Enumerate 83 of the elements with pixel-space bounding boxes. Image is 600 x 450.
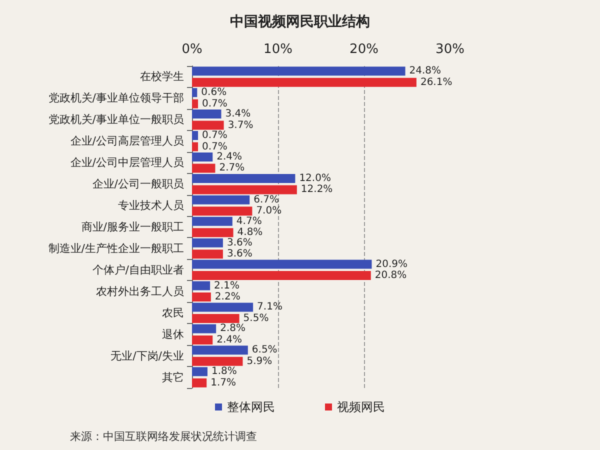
y-tick-label: 企业/公司一般职员: [92, 178, 184, 191]
data-label: 2.2%: [214, 292, 240, 303]
y-tick-label: 专业技术人员: [118, 199, 184, 212]
bar: [192, 99, 198, 108]
data-label: 3.7%: [228, 120, 254, 131]
bar: [192, 238, 223, 248]
y-tick-label: 农村外出务工人员: [96, 284, 184, 298]
bar: [192, 281, 210, 290]
data-label: 5.5%: [243, 312, 269, 324]
bar: [192, 260, 372, 269]
legend-label: 整体网民: [227, 400, 275, 414]
data-label: 6.5%: [252, 344, 278, 356]
data-label: 0.6%: [201, 87, 227, 98]
y-tick-label: 企业/公司中层管理人员: [70, 156, 184, 170]
data-label: 2.7%: [219, 162, 245, 174]
y-tick-label: 退休: [162, 328, 184, 341]
bar: [192, 66, 406, 76]
bar: [192, 78, 416, 87]
data-label: 5.9%: [246, 356, 272, 367]
bar: [192, 142, 198, 152]
bar: [192, 356, 243, 366]
data-label: 1.8%: [211, 366, 237, 378]
y-tick-label: 农民: [162, 306, 184, 320]
data-label: 2.4%: [216, 334, 242, 346]
data-label: 0.7%: [202, 98, 228, 110]
data-label: 3.6%: [226, 248, 252, 260]
x-tick-label: 30%: [436, 42, 464, 57]
y-tick-label: 其它: [162, 370, 184, 384]
y-tick-label: 党政机关/事业单位一般职员: [48, 113, 184, 126]
bar: [192, 271, 371, 280]
bar: [192, 367, 208, 376]
bar: [192, 346, 248, 355]
bar: [192, 216, 232, 226]
bar: [192, 195, 250, 204]
bar: [192, 324, 216, 334]
bar: [192, 88, 198, 98]
data-label: 0.7%: [202, 130, 228, 142]
legend-label: 视频网民: [337, 400, 385, 414]
x-tick-label: 0%: [182, 42, 202, 57]
bar: [192, 292, 211, 302]
data-label: 4.8%: [237, 227, 263, 238]
y-tick-label: 企业/公司高层管理人员: [70, 134, 184, 148]
y-tick-label: 商业/服务业一般职工: [81, 220, 184, 234]
data-label: 0.7%: [202, 141, 228, 152]
data-label: 3.4%: [225, 108, 251, 120]
data-label: 2.1%: [214, 280, 240, 292]
data-label: 7.1%: [257, 302, 282, 313]
data-label: 6.7%: [254, 194, 280, 206]
chart-title: 中国视频网民职业结构: [230, 13, 370, 30]
bar: [192, 164, 216, 173]
x-tick-label: 10%: [264, 42, 292, 57]
bar: [192, 378, 207, 388]
bar: [192, 206, 252, 216]
data-label: 26.1%: [420, 76, 452, 88]
data-label: 2.8%: [220, 323, 246, 334]
source-note: 来源：中国互联网络发展状况统计调查: [70, 430, 257, 443]
data-label: 1.7%: [210, 377, 236, 388]
bar: [192, 185, 297, 194]
data-label: 7.0%: [256, 206, 282, 217]
data-label: 3.6%: [226, 237, 252, 248]
x-tick-label: 20%: [350, 42, 378, 57]
y-tick-label: 党政机关/事业单位领导干部: [48, 92, 184, 105]
data-label: 12.2%: [300, 184, 333, 196]
bar: [192, 174, 296, 183]
bar: [192, 250, 223, 259]
bar: [192, 110, 222, 119]
bar: [192, 302, 254, 312]
bar: [192, 152, 213, 162]
data-label: 12.0%: [299, 172, 331, 184]
data-label: 4.7%: [236, 216, 262, 227]
data-label: 2.4%: [216, 151, 242, 162]
bar: [192, 120, 224, 130]
bar: [192, 131, 198, 140]
y-tick-label: 无业/下岗/失业: [110, 349, 184, 362]
data-label: 20.9%: [376, 258, 408, 270]
bar: [192, 335, 213, 344]
bar: [192, 314, 240, 323]
data-label: 20.8%: [374, 270, 407, 282]
bar: [192, 228, 234, 238]
y-tick-label: 制造业/生产性企业一般职工: [48, 242, 184, 255]
y-tick-label: 个体户/自由职业者: [92, 263, 184, 276]
data-label: 24.8%: [409, 66, 442, 77]
y-tick-label: 在校学生: [140, 70, 184, 84]
